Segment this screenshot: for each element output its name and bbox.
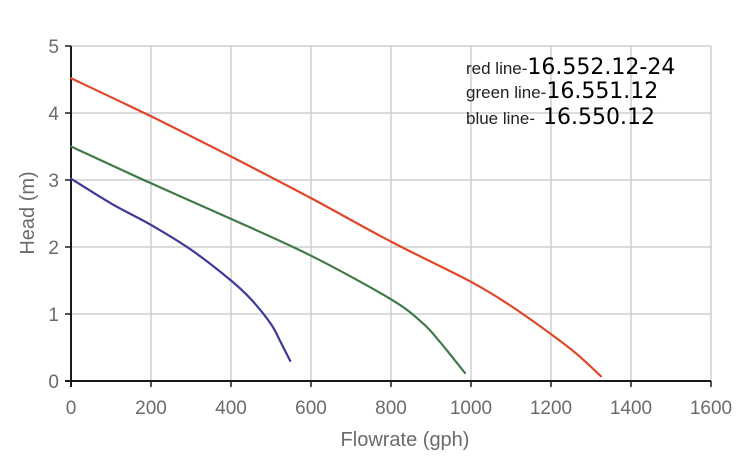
legend-green-code: 16.551.12 <box>546 79 658 104</box>
y-tick-label: 1 <box>48 305 59 326</box>
legend: red line-16.552.12-24 green line-16.551.… <box>466 55 675 130</box>
y-tick-label: 2 <box>48 238 59 259</box>
legend-entry-blue: blue line- 16.550.12 <box>466 105 655 130</box>
x-tick-label: 1200 <box>530 398 572 419</box>
y-tick-label: 5 <box>48 37 59 58</box>
y-axis-title: Head (m) <box>17 171 39 254</box>
x-tick-label: 800 <box>375 398 407 419</box>
x-tick-label: 1400 <box>610 398 652 419</box>
legend-red-prefix: red line- <box>466 59 527 78</box>
x-tick-label: 600 <box>295 398 327 419</box>
legend-entry-red: red line-16.552.12-24 <box>466 55 675 80</box>
y-tick-label: 4 <box>48 104 59 125</box>
tick-labels: 0 200 400 600 800 1000 1200 1400 1600 0 1 2 3 4 5 <box>48 37 732 419</box>
x-tick-label: 0 <box>66 398 77 419</box>
legend-blue-prefix: blue line- <box>466 109 535 128</box>
x-tick-label: 200 <box>135 398 167 419</box>
grid <box>71 45 712 381</box>
series-line-blue <box>69 177 292 362</box>
series-line-green <box>69 145 467 375</box>
legend-green-prefix: green line- <box>466 83 546 102</box>
legend-entry-green: green line-16.551.12 <box>466 79 658 104</box>
x-axis-title: Flowrate (gph) <box>341 429 470 451</box>
legend-blue-code: 16.550.12 <box>543 105 655 130</box>
y-tick-label: 0 <box>48 372 59 393</box>
x-tick-label: 1000 <box>450 398 492 419</box>
series-line-red <box>69 77 603 378</box>
y-tick-label: 3 <box>48 171 59 192</box>
axes <box>65 45 712 387</box>
series-lines <box>69 77 603 378</box>
legend-red-code: 16.552.12-24 <box>527 55 675 80</box>
x-tick-label: 400 <box>215 398 247 419</box>
x-tick-label: 1600 <box>690 398 732 419</box>
